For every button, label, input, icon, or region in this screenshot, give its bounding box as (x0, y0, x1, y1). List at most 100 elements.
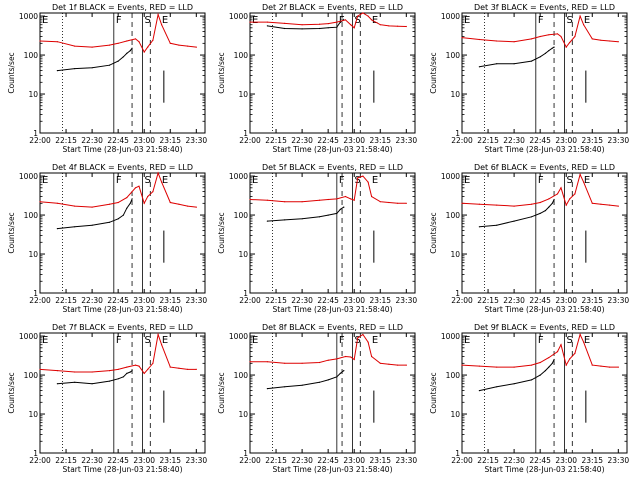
x-tick-label: 23:15 (159, 456, 181, 465)
lld-point (357, 177, 359, 179)
panel-title: Det 5f BLACK = Events, RED = LLD (262, 163, 403, 172)
events-point (91, 383, 93, 385)
marker-label-e: E (584, 175, 590, 186)
lld-point (134, 187, 137, 189)
lld-point (362, 333, 364, 336)
lld-point (318, 361, 321, 364)
y-tick-label: 10 (28, 90, 38, 99)
marker-label-s: S (144, 175, 150, 186)
lld-point (152, 362, 154, 364)
x-tick-label: 23:15 (581, 136, 603, 145)
events-point (530, 216, 533, 218)
events-point (513, 383, 515, 385)
marker-label-e: E (252, 15, 258, 26)
lld-point (161, 24, 163, 26)
events-point (126, 207, 128, 209)
x-tick-label: 22:45 (107, 136, 129, 145)
events-point (122, 56, 124, 58)
lld-point (560, 187, 562, 189)
events-point (56, 228, 59, 230)
lld-point (195, 368, 197, 370)
x-tick-label: 22:15 (265, 296, 287, 305)
events-point (74, 381, 76, 383)
lld-point (583, 24, 585, 26)
events-point (339, 372, 341, 374)
lld-point (187, 45, 189, 47)
lld-point (600, 203, 602, 205)
lld-point (187, 205, 189, 207)
x-axis-label: Start Time (28-Jun-03 21:58:40) (273, 305, 393, 314)
panel-9: Det 9f BLACK = Events, RED = LLD 1 10 100 10… (429, 323, 629, 474)
events-point (122, 214, 124, 216)
x-tick-label: 22:45 (317, 456, 339, 465)
events-point (544, 370, 547, 372)
events-point (318, 27, 321, 30)
marker-label-s: S (144, 15, 150, 26)
events-point (266, 388, 268, 390)
x-tick-label: 22:45 (529, 296, 551, 305)
y-axis-label: Counts/sec (7, 52, 16, 93)
lld-point (336, 198, 338, 200)
events-point (56, 70, 59, 72)
events-series-line (57, 47, 133, 72)
lld-point (74, 45, 76, 47)
x-tick-label: 23:00 (343, 456, 365, 465)
panel-6: Det 6f BLACK = Events, RED = LLD 1 10 100 10… (429, 163, 629, 314)
x-tick-label: 22:30 (503, 456, 525, 465)
events-point (129, 202, 131, 204)
y-tick-label: 100 (24, 51, 39, 60)
events-point (126, 372, 128, 374)
events-point (131, 370, 133, 372)
y-tick-label: 1 (33, 449, 38, 458)
marker-label-f: F (339, 335, 345, 346)
y-tick-label: 1000 (19, 172, 38, 181)
lld-point (371, 355, 373, 358)
y-axis-label: Counts/sec (217, 52, 226, 93)
lld-point (609, 204, 611, 206)
events-point (131, 198, 133, 200)
plot-frame (461, 12, 628, 134)
lld-point (249, 198, 251, 201)
lld-point (556, 351, 559, 353)
y-tick-label: 10 (450, 250, 460, 259)
events-point (284, 386, 286, 388)
y-axis-label: Counts/sec (7, 212, 16, 253)
y-axis-label: Counts/sec (7, 372, 16, 413)
marker-label-f: F (538, 15, 544, 26)
lld-point (397, 25, 399, 27)
lld-series-line (461, 14, 619, 49)
x-tick-label: 23:30 (608, 456, 630, 465)
events-series-line (57, 370, 133, 385)
events-point (74, 226, 76, 228)
lld-point (157, 333, 159, 336)
lld-point (249, 21, 251, 23)
x-tick-label: 22:00 (451, 296, 473, 305)
events-series-line (267, 19, 345, 30)
lld-series-line (250, 12, 407, 29)
marker-label-e: E (42, 175, 48, 186)
lld-point (126, 40, 128, 42)
lld-point (178, 367, 180, 369)
y-tick-label: 1000 (229, 332, 248, 341)
lld-point (161, 181, 163, 183)
lld-point (367, 15, 369, 17)
lld-point (266, 199, 268, 201)
lld-point (357, 15, 359, 17)
lld-point (388, 201, 390, 204)
lld-point (350, 198, 352, 200)
events-point (336, 212, 338, 214)
lld-point (108, 370, 111, 372)
y-tick-label: 1000 (441, 332, 460, 341)
marker-label-s: S (566, 335, 572, 346)
x-tick-label: 23:15 (369, 296, 391, 305)
y-axis-label: Counts/sec (217, 212, 226, 253)
lld-point (461, 37, 463, 39)
lld-point (379, 24, 381, 26)
lld-point (147, 368, 149, 370)
y-tick-label: 100 (234, 371, 249, 380)
lld-series-line (39, 332, 197, 375)
lld-point (556, 33, 559, 35)
events-point (266, 220, 268, 222)
events-point (539, 374, 541, 376)
lld-point (138, 41, 140, 43)
